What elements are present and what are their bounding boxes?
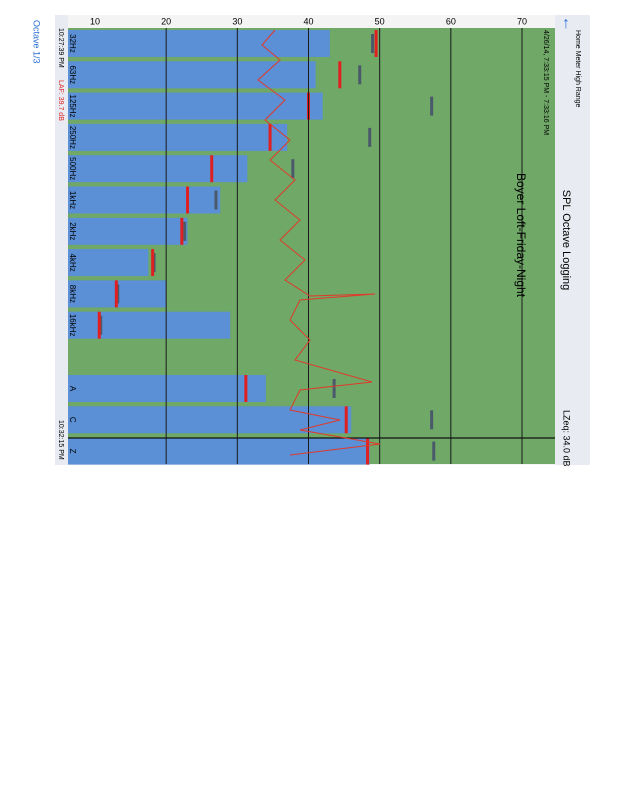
- recent-marker: [344, 406, 348, 434]
- app-title: SPL Octave Logging: [560, 190, 572, 291]
- level-bar: [68, 249, 149, 277]
- toolbar: [55, 15, 68, 465]
- max-marker: [371, 34, 375, 53]
- level-bar: [68, 61, 316, 89]
- max-marker: [332, 379, 336, 398]
- recent-marker: [97, 311, 101, 339]
- recent-marker: [151, 249, 155, 277]
- max-marker: [183, 221, 187, 241]
- recent-marker: [366, 437, 370, 465]
- history-trace: [257, 29, 381, 456]
- recent-marker: [114, 280, 118, 308]
- band-label: 4kHz: [68, 253, 77, 271]
- level-bar: [68, 375, 266, 402]
- max-marker: [214, 190, 218, 210]
- max-marker: [291, 159, 295, 179]
- band-label: 1kHz: [68, 191, 77, 209]
- max-marker: [358, 65, 362, 85]
- max-marker: [368, 127, 372, 147]
- time-range: 4/26/14, 7:33:15 PM - 7:33:16 PM: [542, 30, 549, 135]
- clock-bottom: 10:32:15 PM: [57, 420, 64, 460]
- recent-marker: [374, 30, 378, 57]
- tick-label: 40: [303, 16, 313, 26]
- back-button[interactable]: ↑: [562, 15, 570, 32]
- level-bar: [68, 123, 288, 151]
- level-bar: [68, 311, 231, 339]
- tick-label: 30: [232, 16, 242, 26]
- meter-name: Home Meter High Range: [574, 30, 581, 108]
- band-label: 32Hz: [68, 34, 77, 53]
- recent-marker: [338, 61, 342, 89]
- band-label: 125Hz: [68, 95, 77, 118]
- tick-label: 60: [446, 16, 456, 26]
- leq-readout: LZeq: 34.0 dB: [562, 410, 572, 467]
- band-label: A: [68, 386, 77, 392]
- clock-top: 10:27:39 PM: [57, 28, 64, 68]
- max-marker: [432, 441, 436, 461]
- mode-button[interactable]: Octave 1/3: [32, 20, 42, 64]
- session-name: Boyer Loft-Friday-Night: [514, 173, 528, 298]
- level-bar: [68, 186, 221, 214]
- tick-label: 20: [161, 16, 171, 26]
- tick-label: 50: [375, 16, 385, 26]
- level-bar: [68, 217, 188, 245]
- level-bar: [68, 155, 248, 183]
- band-label: 8kHz: [68, 285, 77, 303]
- tick-label: 10: [90, 16, 100, 26]
- level-readout: LAF: 39.7 dB: [57, 80, 64, 121]
- band-label: C: [68, 417, 77, 423]
- recent-marker: [244, 375, 248, 402]
- band-label: 16kHz: [68, 314, 77, 337]
- recent-marker: [210, 155, 214, 183]
- max-marker: [430, 410, 434, 430]
- band-label: 2kHz: [68, 222, 77, 240]
- recent-marker: [186, 186, 190, 214]
- band-label: Z: [68, 449, 77, 454]
- recent-marker: [268, 123, 272, 151]
- recent-marker: [180, 217, 184, 245]
- level-bar: [68, 30, 330, 57]
- level-bar: [68, 92, 323, 120]
- band-label: 500Hz: [68, 157, 77, 180]
- tick-label: 70: [517, 16, 527, 26]
- band-label: 63Hz: [68, 65, 77, 84]
- band-label: 250Hz: [68, 126, 77, 149]
- max-marker: [430, 96, 434, 116]
- header-bar: [555, 15, 590, 465]
